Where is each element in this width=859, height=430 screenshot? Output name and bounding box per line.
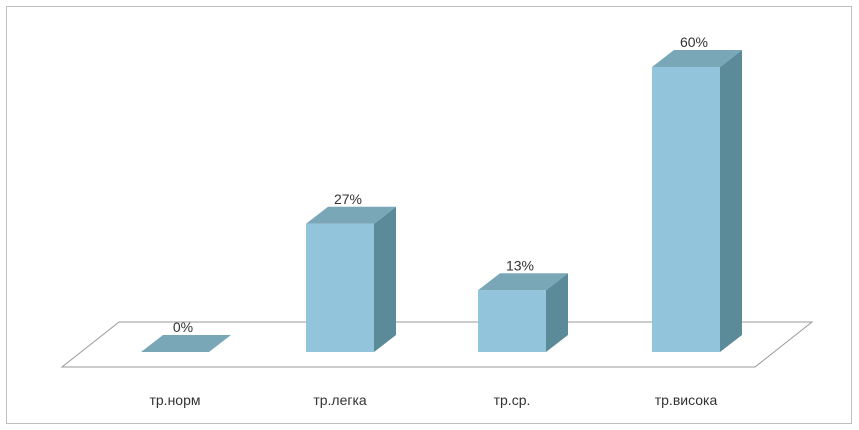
- floor-plane: [60, 321, 814, 368]
- bar: [652, 50, 742, 352]
- category-labels: тр.норм тр.легка тр.ср. тр.висока: [149, 392, 717, 408]
- bar-front: [478, 290, 546, 352]
- bar-side: [720, 50, 742, 352]
- data-label: 0%: [173, 319, 193, 335]
- bar-top: [652, 50, 742, 67]
- data-label: 60%: [680, 34, 708, 50]
- bar: [306, 206, 396, 352]
- data-label: 13%: [506, 257, 534, 273]
- chart-floor: [60, 321, 814, 368]
- data-label: 27%: [334, 191, 362, 207]
- bar-front: [652, 67, 720, 352]
- bar-top: [478, 273, 568, 291]
- bar-top: [306, 206, 396, 224]
- bar-top: [141, 335, 231, 352]
- category-label: тр.ср.: [494, 392, 531, 408]
- bar: [141, 335, 231, 352]
- bar-side: [374, 206, 396, 352]
- bar-side: [546, 273, 568, 352]
- bars: [141, 50, 742, 352]
- category-label: тр.висока: [655, 392, 718, 408]
- category-label: тр.легка: [313, 392, 367, 408]
- category-label: тр.норм: [149, 392, 200, 408]
- data-labels: 0% 27% 13% 60%: [173, 34, 708, 335]
- bar: [478, 273, 568, 352]
- bar-front: [306, 223, 374, 352]
